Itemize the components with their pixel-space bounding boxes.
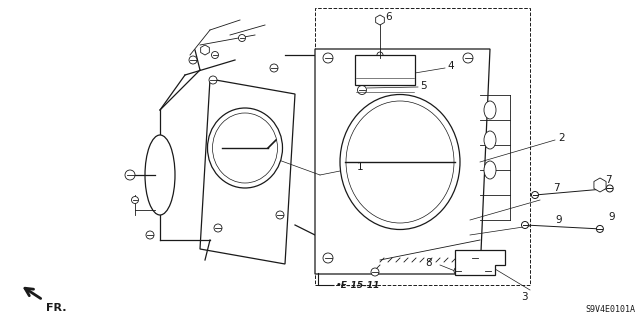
Circle shape bbox=[323, 53, 333, 63]
Text: 8: 8 bbox=[426, 258, 432, 268]
Circle shape bbox=[596, 226, 604, 233]
Polygon shape bbox=[455, 250, 505, 275]
Circle shape bbox=[146, 231, 154, 239]
Circle shape bbox=[211, 51, 218, 58]
Circle shape bbox=[209, 76, 217, 84]
Text: 5: 5 bbox=[420, 81, 427, 91]
Circle shape bbox=[377, 52, 383, 58]
Circle shape bbox=[323, 253, 333, 263]
Circle shape bbox=[378, 18, 383, 23]
Circle shape bbox=[239, 34, 246, 41]
Bar bbox=[315, 8, 530, 285]
Circle shape bbox=[276, 211, 284, 219]
Text: 9: 9 bbox=[608, 212, 614, 222]
Ellipse shape bbox=[145, 135, 175, 215]
Ellipse shape bbox=[484, 101, 496, 119]
Polygon shape bbox=[200, 79, 295, 264]
Circle shape bbox=[202, 48, 207, 53]
Circle shape bbox=[454, 267, 462, 275]
Circle shape bbox=[131, 197, 138, 204]
Circle shape bbox=[125, 170, 135, 180]
Polygon shape bbox=[376, 15, 385, 25]
Text: 7: 7 bbox=[553, 183, 559, 193]
Circle shape bbox=[606, 185, 613, 192]
Bar bbox=[355, 55, 415, 85]
Polygon shape bbox=[315, 49, 490, 274]
Ellipse shape bbox=[484, 131, 496, 149]
Polygon shape bbox=[594, 178, 606, 192]
Text: S9V4E0101A: S9V4E0101A bbox=[585, 306, 635, 315]
Circle shape bbox=[270, 64, 278, 72]
Text: 6: 6 bbox=[385, 12, 392, 22]
Circle shape bbox=[189, 56, 197, 64]
Ellipse shape bbox=[207, 108, 282, 188]
Circle shape bbox=[596, 182, 604, 189]
Text: FR.: FR. bbox=[46, 303, 67, 313]
Polygon shape bbox=[201, 45, 209, 55]
Circle shape bbox=[358, 85, 367, 94]
Circle shape bbox=[214, 224, 222, 232]
Text: 3: 3 bbox=[521, 292, 527, 302]
Circle shape bbox=[463, 53, 473, 63]
Ellipse shape bbox=[484, 161, 496, 179]
Text: 7: 7 bbox=[605, 175, 612, 185]
Circle shape bbox=[484, 267, 492, 275]
Circle shape bbox=[471, 254, 479, 262]
Text: 9: 9 bbox=[555, 215, 562, 225]
Text: 4: 4 bbox=[447, 61, 454, 71]
Circle shape bbox=[371, 268, 379, 276]
Circle shape bbox=[470, 253, 480, 263]
Circle shape bbox=[522, 221, 529, 228]
Text: 2: 2 bbox=[558, 133, 564, 143]
Ellipse shape bbox=[340, 94, 460, 229]
Text: 1: 1 bbox=[357, 162, 364, 172]
Text: •E-15-11: •E-15-11 bbox=[336, 280, 380, 290]
Circle shape bbox=[531, 191, 538, 198]
